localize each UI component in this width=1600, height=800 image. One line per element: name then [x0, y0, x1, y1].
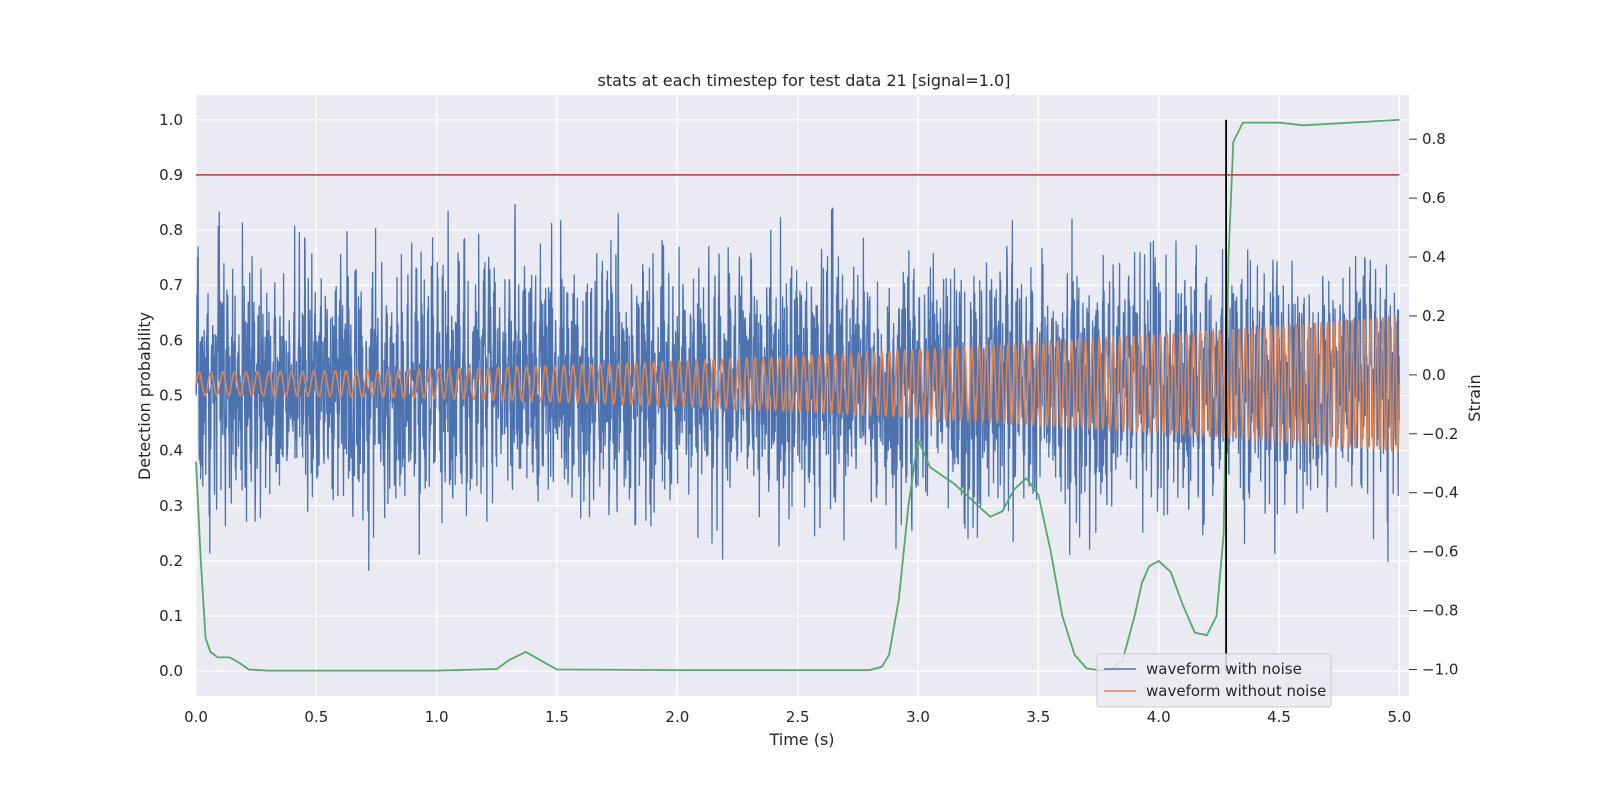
x-tick-label: 2.0 [665, 708, 689, 726]
y2-tick-label: −1.0 [1422, 660, 1458, 678]
y-axis-label: Detection probability [135, 312, 154, 480]
y2-axis-label: Strain [1465, 374, 1484, 421]
y2-tick-label: −0.6 [1422, 543, 1458, 561]
y2-tick-label: 0.6 [1422, 189, 1446, 207]
x-tick-label: 0.0 [184, 708, 208, 726]
legend-label-with-noise: waveform with noise [1146, 660, 1302, 678]
series-detection-probability [195, 118, 1400, 672]
y-tick-label: 0.7 [159, 276, 183, 294]
y2-tick-label: 0.8 [1422, 130, 1446, 148]
y2-tick-label: −0.8 [1422, 602, 1458, 620]
y-tick-label: 0.2 [159, 552, 183, 570]
x-axis-label: Time (s) [768, 730, 834, 749]
x-tick-label: 1.0 [425, 708, 449, 726]
plot-series [195, 118, 1401, 672]
y-tick-label: 0.3 [159, 497, 183, 515]
x-tick-label: 0.5 [304, 708, 328, 726]
legend-label-without-noise: waveform without noise [1146, 682, 1326, 700]
x-tick-label: 3.0 [906, 708, 930, 726]
y-tick-label: 0.4 [159, 442, 183, 460]
x-tick-label: 1.5 [545, 708, 569, 726]
y2-ticks: −1.0 −0.8 −0.6 −0.4 −0.2 0.0 0.2 0.4 0.6 0.8 [1409, 130, 1458, 678]
y2-tick-label: 0.0 [1422, 366, 1446, 384]
y2-tick-label: −0.2 [1422, 425, 1458, 443]
x-ticks: 0.0 0.5 1.0 1.5 2.0 2.5 3.0 3.5 4.0 4.5 5.0 [184, 708, 1411, 726]
x-tick-label: 2.5 [786, 708, 810, 726]
legend: waveform with noise waveform without noi… [1096, 653, 1332, 708]
x-tick-label: 3.5 [1026, 708, 1050, 726]
chart-title: stats at each timestep for test data 21 … [598, 71, 1011, 90]
y-tick-label: 0.0 [159, 662, 183, 680]
y2-tick-label: 0.2 [1422, 307, 1446, 325]
y-tick-label: 0.1 [159, 607, 183, 625]
y-tick-label: 0.6 [159, 331, 183, 349]
y-ticks: 0.0 0.1 0.2 0.3 0.4 0.5 0.6 0.7 0.8 0.9 1.0 [159, 111, 183, 680]
y-tick-label: 0.8 [159, 221, 183, 239]
x-tick-label: 5.0 [1387, 708, 1411, 726]
y-tick-label: 0.9 [159, 166, 183, 184]
legend-box [1096, 653, 1332, 708]
y2-tick-label: 0.4 [1422, 248, 1446, 266]
y-tick-label: 1.0 [159, 111, 183, 129]
series-waveform-without-noise [195, 314, 1401, 452]
x-tick-label: 4.5 [1267, 708, 1291, 726]
y2-tick-label: −0.4 [1422, 484, 1458, 502]
x-tick-label: 4.0 [1147, 708, 1171, 726]
y-tick-label: 0.5 [159, 387, 183, 405]
